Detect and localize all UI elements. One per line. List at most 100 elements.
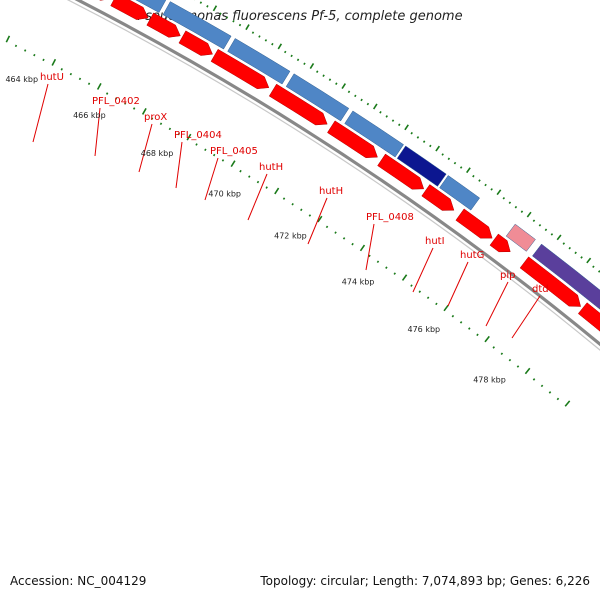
scale-tick: [274, 187, 280, 195]
gene-feature: [396, 145, 447, 187]
scale-tick: [132, 107, 136, 110]
tick-mark: [422, 140, 426, 143]
tick-mark: [592, 265, 595, 269]
scale-tick: [393, 272, 396, 275]
scale-tick: [368, 254, 371, 258]
tick-mark: [410, 131, 413, 135]
tick-mark: [404, 124, 409, 131]
tick-mark: [398, 123, 401, 127]
tick-mark: [303, 62, 306, 66]
tick-mark: [453, 161, 457, 165]
scale-tick: [14, 44, 18, 48]
scale-tick: [548, 391, 552, 394]
tick-label: 476 kbp: [408, 325, 441, 334]
tick-mark: [514, 205, 518, 209]
tick-label: 470 kbp: [208, 190, 241, 199]
tick-mark: [520, 210, 524, 213]
tick-mark: [441, 153, 444, 156]
scale-tick: [317, 215, 323, 223]
tick-label: 478 kbp: [473, 375, 506, 384]
tick-mark: [562, 242, 566, 245]
tick-label: 474 kbp: [342, 277, 375, 286]
tick-mark: [459, 166, 463, 169]
tick-mark: [532, 219, 536, 223]
genome-backbone: [66, 0, 600, 351]
tick-mark: [391, 119, 395, 122]
scale-tick: [532, 378, 536, 381]
scale-tick: [195, 143, 198, 146]
scale-tick: [239, 169, 242, 173]
tick-mark: [335, 82, 338, 85]
cds-arrow: [421, 184, 455, 211]
gene-feature: [162, 1, 232, 50]
tick-label: 472 kbp: [274, 232, 307, 241]
tick-mark: [385, 115, 388, 118]
tick-label: 468 kbp: [141, 149, 174, 158]
tick-mark: [328, 78, 332, 81]
gene-label: PFL_0408: [366, 212, 414, 223]
tick-mark: [586, 257, 592, 264]
gene-label: hutG: [460, 250, 484, 261]
cds-arrow: [178, 30, 213, 56]
scale-tick: [508, 358, 512, 362]
tick-mark: [225, 16, 229, 19]
tick-mark: [309, 63, 315, 69]
scale-tick: [96, 82, 102, 90]
scale-tick: [418, 290, 422, 293]
tick-mark: [556, 234, 562, 241]
scale-tick: [385, 266, 388, 269]
tick-mark: [232, 20, 235, 23]
cds-arrow: [377, 153, 425, 190]
gene-feature: [135, 0, 167, 13]
tick-mark: [574, 251, 577, 255]
scale-tick: [435, 302, 438, 306]
tick-mark: [472, 174, 475, 178]
genome-summary-text: Topology: circular; Length: 7,074,893 bp…: [260, 574, 590, 588]
callout-line: [485, 281, 509, 327]
callout-line: [447, 261, 469, 307]
tick-mark: [544, 228, 548, 232]
tick-mark: [251, 31, 255, 34]
scale-tick: [87, 82, 91, 86]
scale-tick: [69, 72, 73, 76]
tick-mark: [416, 136, 420, 139]
callout-line: [307, 197, 328, 245]
scale-tick: [33, 53, 36, 57]
backbone-line: [74, 0, 600, 347]
scale-tick: [359, 244, 366, 252]
gene-feature: [227, 38, 291, 85]
scale-tick: [168, 127, 172, 131]
tick-mark: [490, 188, 493, 191]
tick-mark: [447, 157, 451, 161]
scale-tick: [282, 197, 286, 200]
gene-label: dtd: [532, 284, 549, 295]
tick-mark: [277, 43, 283, 50]
scale-tick: [459, 321, 463, 324]
tick-mark: [429, 144, 432, 148]
scale-tick: [443, 304, 449, 312]
scale-tick: [23, 49, 27, 52]
cds-arrow: [210, 48, 270, 90]
tick-mark: [466, 167, 471, 174]
tick-mark: [219, 12, 222, 16]
scale-tick: [524, 367, 531, 375]
tick-mark: [212, 5, 218, 12]
scale-tick: [230, 160, 236, 168]
gene-label: pip: [500, 270, 515, 281]
callout-line: [511, 295, 541, 339]
gene-feature: [439, 175, 481, 211]
callout-line: [138, 123, 153, 173]
scale-tick: [376, 260, 380, 264]
gene-label: hutI: [425, 236, 445, 247]
tick-mark: [360, 98, 363, 102]
scale-tick: [451, 314, 455, 318]
scale-tick: [334, 231, 337, 234]
gene-label: PFL_0405: [210, 146, 258, 157]
tick-mark: [322, 74, 325, 77]
tick-mark: [341, 83, 347, 90]
feature-track: [135, 0, 600, 310]
scale-tick: [186, 133, 192, 141]
gene-feature: [285, 73, 350, 122]
scale-tick: [42, 58, 45, 62]
